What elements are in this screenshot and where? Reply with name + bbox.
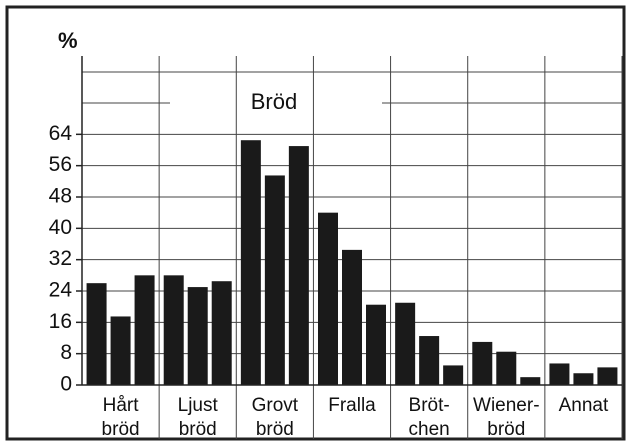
bar: [187, 287, 208, 385]
x-tick-label: Annat: [559, 395, 609, 416]
bar: [443, 365, 464, 385]
y-tick-label: 0: [60, 373, 72, 396]
bar: [549, 363, 570, 385]
x-tick-label: Grovt bröd: [252, 395, 299, 440]
bar: [342, 249, 362, 385]
frame: [5, 5, 626, 441]
bar: [240, 140, 261, 385]
chart-title: Bröd: [251, 89, 297, 114]
y-tick-label: 48: [49, 185, 72, 208]
y-tick-label: 24: [49, 279, 73, 302]
y-tick-label: 16: [49, 310, 72, 333]
x-tick-label: Hårt bröd: [102, 395, 140, 440]
y-tick-label: 56: [49, 153, 72, 176]
bar: [86, 283, 107, 385]
bar: [366, 304, 386, 385]
bar: [163, 275, 184, 385]
bar: [597, 367, 618, 385]
bar: [496, 351, 517, 385]
bar: [211, 281, 232, 385]
y-tick-label: 40: [49, 216, 72, 239]
bar: [318, 212, 338, 385]
y-axis-label: %: [58, 28, 78, 53]
bar: [472, 341, 493, 385]
bar: [110, 316, 131, 385]
bar: [520, 377, 541, 385]
x-tick-label: Bröt-chen: [409, 395, 450, 440]
x-tick-label: Fralla: [328, 395, 376, 416]
bar: [573, 373, 594, 385]
x-tick-label: Ljust bröd: [178, 395, 219, 440]
y-tick-label: 32: [49, 247, 72, 270]
bar: [288, 146, 309, 385]
bar: [264, 175, 285, 385]
bar: [419, 336, 440, 385]
y-tick-label: 64: [49, 122, 73, 145]
x-tick-label: Wiener-bröd: [473, 395, 540, 440]
y-tick-label: 8: [60, 341, 72, 364]
bar: [395, 302, 416, 385]
bar: [134, 275, 155, 385]
